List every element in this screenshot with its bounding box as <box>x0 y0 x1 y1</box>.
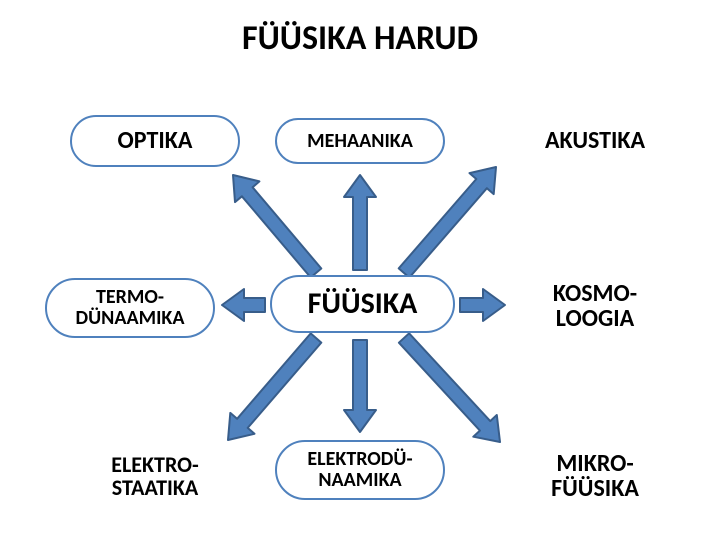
node-mehaanika: MEHAANIKA <box>275 118 445 164</box>
node-elektrostaatika: ELEKTRO-STAATIKA <box>70 448 240 504</box>
arrow-6 <box>344 340 376 432</box>
arrow-1 <box>344 175 376 270</box>
arrow-4 <box>460 289 505 321</box>
arrow-5 <box>228 333 321 440</box>
node-mikro: MIKRO-FÜÜSIKA <box>510 448 680 504</box>
arrow-3 <box>222 289 265 321</box>
node-elektrodu: ELEKTRODÜ-NAAMIKA <box>275 440 445 500</box>
node-kosmo: KOSMO-LOOGIA <box>510 278 680 334</box>
node-akustika: AKUSTIKA <box>510 118 680 164</box>
node-optika: OPTIKA <box>70 115 240 167</box>
diagram-canvas: FÜÜSIKA HARUD OPTIKA MEHAANIKA AKUSTIKA TER… <box>0 0 720 540</box>
node-termo: TERMO-DÜNAAMIKA <box>45 278 215 338</box>
diagram-title: FÜÜSIKA HARUD <box>0 18 720 59</box>
arrow-2 <box>399 167 496 278</box>
arrow-7 <box>399 333 500 442</box>
node-fuusika: FÜÜSIKA <box>270 275 455 333</box>
arrow-0 <box>233 175 321 278</box>
